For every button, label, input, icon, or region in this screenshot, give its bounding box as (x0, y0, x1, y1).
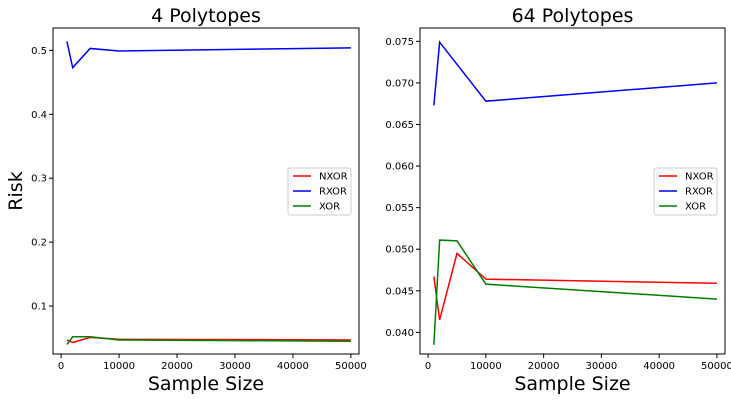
series-line-xor (66, 335, 351, 345)
x-tick-label: 10000 (470, 361, 502, 372)
y-tick-label: 0.070 (385, 78, 414, 89)
x-tick-label: 20000 (528, 361, 560, 372)
chart-4-polytopes: 0 10000 20000 30000 40000 50000 0.1 0.2 0.3 0.4 0.… (5, 5, 367, 395)
y-axis-label: Risk (5, 171, 27, 210)
x-tick-label: 50000 (335, 361, 367, 372)
x-tick-label: 0 (425, 361, 431, 372)
legend-box (653, 167, 718, 216)
x-tick-label: 50000 (701, 361, 731, 372)
x-tick-label: 30000 (585, 361, 617, 372)
y-tick-label: 0.3 (31, 174, 47, 185)
y-tick-label: 0.2 (31, 238, 47, 249)
legend-label-nxor: NXOR (319, 172, 348, 183)
x-tick-label: 20000 (161, 361, 193, 372)
x-axis-label: Sample Size (148, 373, 264, 395)
series-line-rxor (66, 41, 351, 70)
y-tick-label: 0.060 (385, 162, 414, 173)
y-tick-label: 0.1 (31, 302, 47, 313)
y-tick-label: 0.045 (385, 286, 414, 297)
legend-label-nxor: NXOR (685, 172, 714, 183)
series-line-xor (433, 239, 717, 345)
chart-title: 4 Polytopes (151, 5, 261, 27)
x-tick-label: 30000 (219, 361, 251, 372)
x-tick-label: 0 (58, 361, 64, 372)
x-axis-label: Sample Size (514, 373, 630, 395)
y-tick-label: 0.065 (385, 120, 414, 131)
legend-label-rxor: RXOR (319, 187, 347, 198)
y-tick-label: 0.040 (385, 328, 414, 339)
legend-label-xor: XOR (319, 202, 340, 213)
chart-title: 64 Polytopes (512, 5, 634, 27)
plot-frame (419, 27, 726, 355)
y-tick-label: 0.075 (385, 37, 414, 48)
y-tick-label: 0.4 (31, 110, 47, 121)
legend: NXOR RXOR XOR (287, 167, 352, 216)
legend-label-rxor: RXOR (685, 187, 713, 198)
series-line-nxor (433, 251, 717, 321)
series-line-rxor (433, 40, 717, 106)
y-tick-label: 0.5 (31, 46, 47, 57)
x-tick-label: 10000 (103, 361, 135, 372)
plot-frame (52, 27, 360, 355)
legend-label-xor: XOR (685, 202, 706, 213)
x-tick-label: 40000 (643, 361, 675, 372)
legend-box (287, 167, 352, 216)
legend: NXOR RXOR XOR (653, 167, 718, 216)
x-tick-label: 40000 (277, 361, 309, 372)
chart-64-polytopes: 0 10000 20000 30000 40000 50000 0.040 0.045 0.05… (385, 5, 731, 395)
y-tick-label: 0.050 (385, 245, 414, 256)
y-tick-label: 0.055 (385, 203, 414, 214)
